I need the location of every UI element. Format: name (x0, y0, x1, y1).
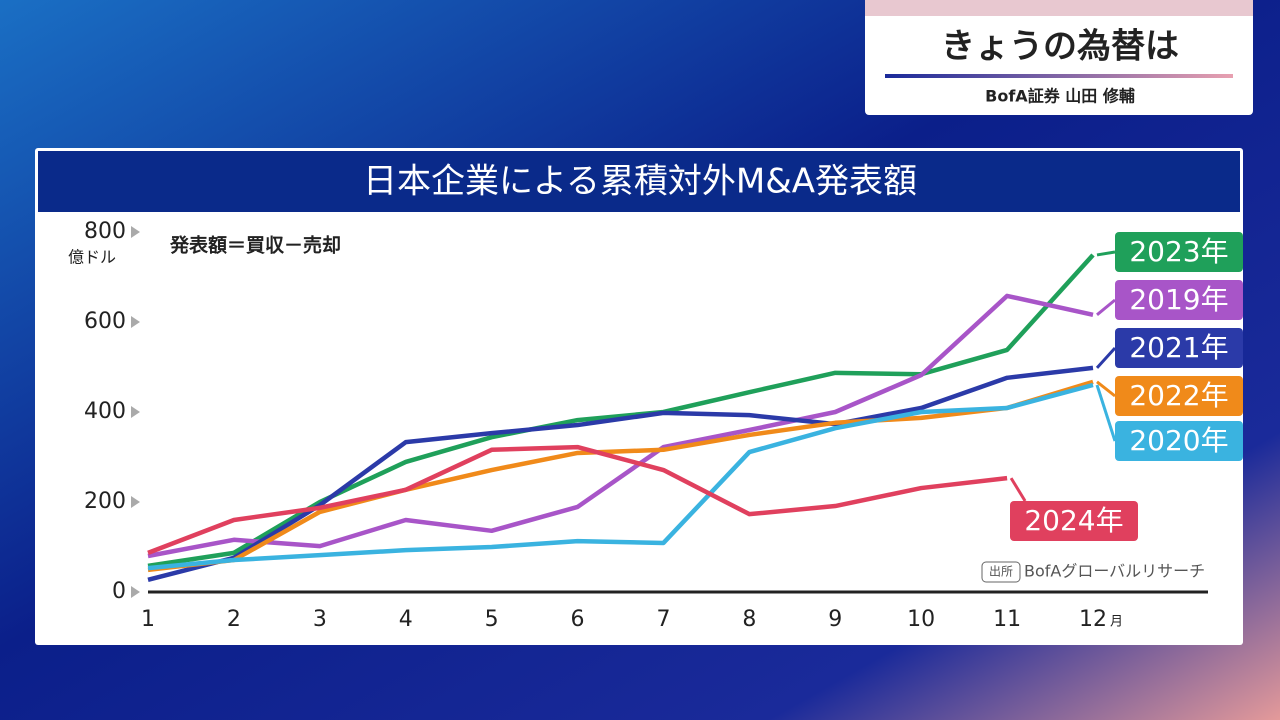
series-line (147, 444, 1008, 555)
legend-label: 2024年 (1024, 504, 1123, 537)
legend-connector (1095, 346, 1117, 369)
series-line (147, 382, 1094, 571)
x-tick-label: 12 (1079, 607, 1107, 632)
x-tick-label: 11 (993, 607, 1021, 632)
y-tick-mark (131, 406, 140, 418)
legend-connector (1095, 384, 1117, 442)
x-unit: 月 (1110, 615, 1123, 630)
x-tick-label: 8 (742, 607, 756, 632)
legend-box (1115, 376, 1243, 416)
x-tick-label: 1 (141, 607, 155, 632)
y-tick-label: 800 (84, 219, 126, 244)
legend-connector (1096, 250, 1116, 257)
chart-panel (35, 148, 1243, 645)
legend-connector (1096, 380, 1116, 398)
x-tick-label: 10 (907, 607, 935, 632)
x-tick-label: 6 (571, 607, 585, 632)
series-line (147, 293, 1094, 559)
header-strip (865, 0, 1253, 16)
x-tick-label: 2 (227, 607, 241, 632)
x-tick-label: 5 (485, 607, 499, 632)
legend-box (1115, 421, 1243, 461)
y-tick-label: 400 (84, 399, 126, 424)
legend-label: 2023年 (1129, 235, 1228, 268)
source-tag-box (981, 561, 1021, 583)
header-line (885, 74, 1233, 78)
note: 発表額＝買収－売却 (169, 234, 341, 257)
legend-label: 2021年 (1129, 331, 1228, 364)
x-tick-label: 9 (828, 607, 842, 632)
series-line (147, 365, 1094, 583)
x-tick-label: 3 (313, 607, 327, 632)
legend-connector (1096, 298, 1116, 316)
header-box (865, 0, 1253, 115)
legend-box (1115, 280, 1243, 320)
source: BofAグローバルリサーチ (1024, 562, 1205, 581)
x-tick-label: 7 (656, 607, 670, 632)
y-tick-mark (131, 316, 140, 328)
legend-box (1010, 501, 1138, 541)
y-tick-label: 0 (112, 579, 126, 604)
y-tick-mark (131, 586, 140, 598)
legend-label: 2019年 (1129, 283, 1228, 316)
title-bar (38, 151, 1240, 212)
header-speaker: BofA証券 山田 修輔 (985, 87, 1135, 106)
y-tick-mark (131, 226, 140, 238)
legend-connector (1009, 477, 1027, 502)
y-tick-label: 600 (84, 309, 126, 334)
header-title: きょうの為替は (941, 27, 1179, 67)
legend-label: 2022年 (1129, 379, 1228, 412)
y-tick-label: 200 (84, 489, 126, 514)
legend-box (1115, 328, 1243, 368)
chart-title: 日本企業による累積対外M&A発表額 (363, 162, 917, 202)
legend-label: 2020年 (1129, 424, 1228, 457)
y-tick-mark (131, 496, 140, 508)
legend-box (1115, 232, 1243, 272)
series-line (147, 379, 1094, 573)
x-tick-label: 4 (399, 607, 413, 632)
source-tag: 出所 (989, 565, 1013, 579)
y-unit: 億ドル (68, 248, 116, 267)
